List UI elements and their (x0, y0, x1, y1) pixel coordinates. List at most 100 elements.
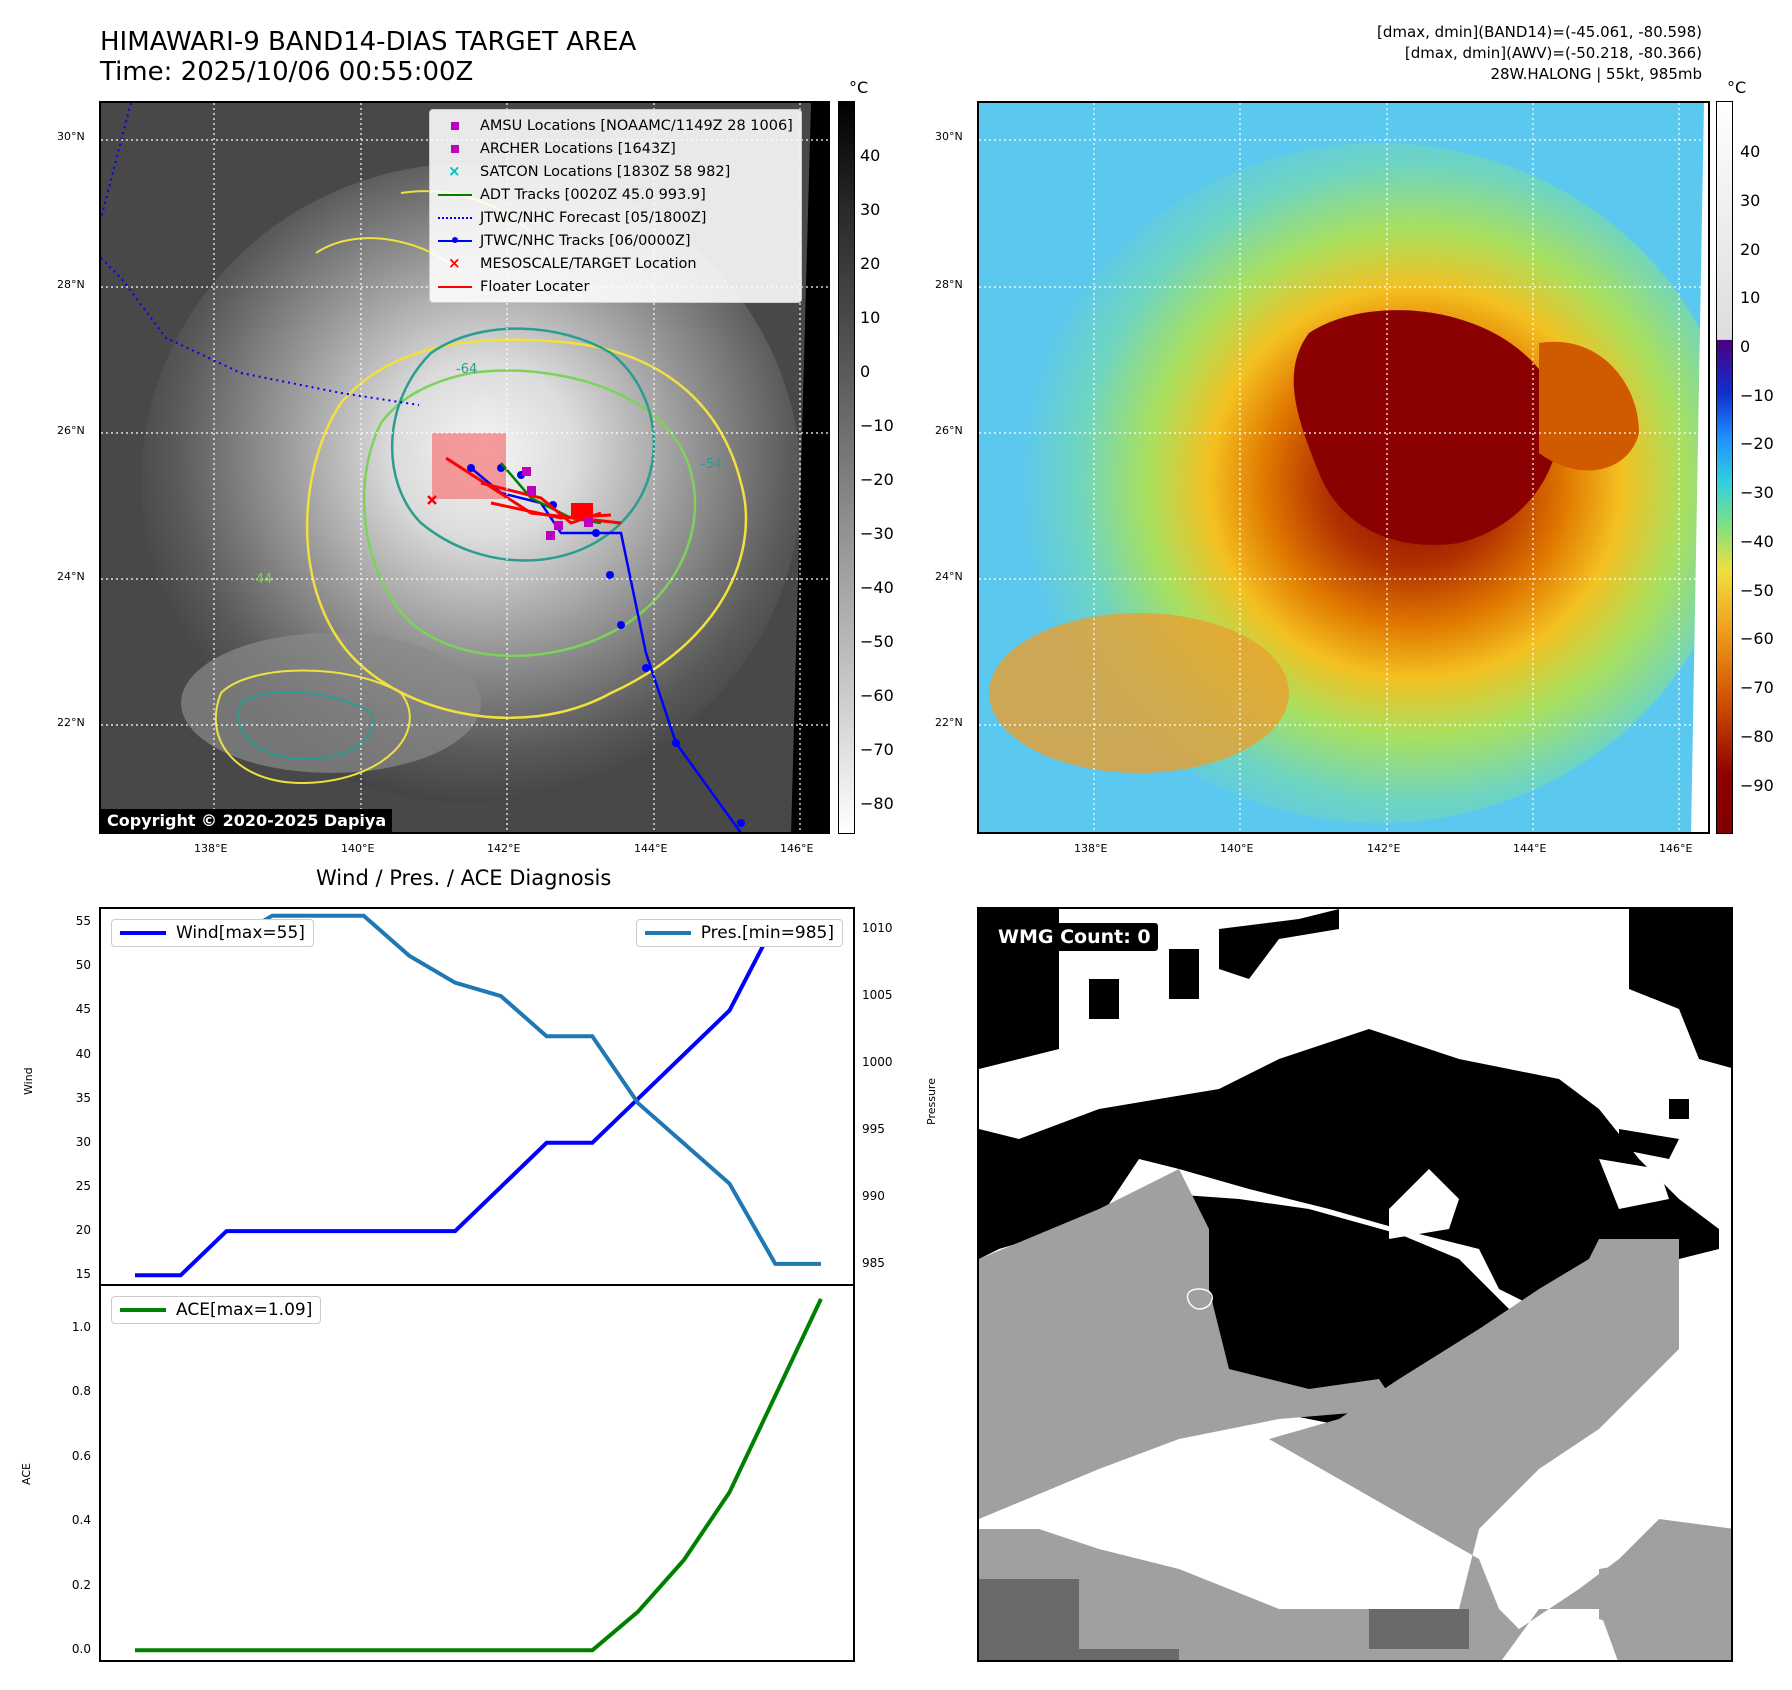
colorbar-tick-label: −30 (860, 524, 894, 543)
legend-symbol (438, 119, 472, 133)
axis-tick-label: 30 (75, 1134, 91, 1149)
colorbar-tick-label: −30 (1740, 483, 1774, 502)
colorbar-right-unit: °C (1727, 78, 1747, 97)
legend-item: Floater Locater (438, 275, 793, 298)
legend-item: × SATCON Locations [1830Z 58 982] (438, 160, 793, 183)
axis-tick-label: 1005 (862, 988, 893, 1003)
wind-pres-svg (135, 913, 821, 1278)
wind-legend: Wind[max=55] (111, 919, 314, 947)
colorbar-tick-label: −10 (1740, 386, 1774, 405)
jtwc-track (470, 467, 742, 832)
colorbar-tick-label: −80 (1740, 727, 1774, 746)
wmg-black-region (979, 1029, 1719, 1329)
lon-tick-label: 138°E (1074, 842, 1108, 855)
axis-tick-label: 990 (862, 1188, 885, 1203)
wmg-center-outline (1186, 1288, 1213, 1310)
colorbar-tick-label: 20 (860, 254, 881, 273)
lon-tick-label: 146°E (780, 842, 814, 855)
lon-tick-label: 138°E (194, 842, 228, 855)
diagnosis-title: Wind / Pres. / ACE Diagnosis (316, 866, 612, 890)
axis-tick-label: 1.0 (71, 1319, 91, 1334)
colorbar-tick-label: 40 (1740, 142, 1761, 161)
colorbar-right (1716, 101, 1733, 834)
lat-tick-label: 30°N (57, 130, 85, 143)
lat-tick-label: 22°N (935, 716, 963, 729)
axis-tick-label: 50 (75, 958, 91, 973)
colorbar-tick-label: −50 (860, 632, 894, 651)
colorbar-tick-label: 20 (1740, 240, 1761, 259)
wind-line (135, 920, 821, 1278)
copyright-badge: Copyright © 2020-2025 Dapiya (101, 809, 393, 832)
ace-axis-label: ACE (20, 1463, 33, 1485)
wind-pres-panel: Wind[max=55] Pres.[min=985] (99, 907, 855, 1286)
legend-symbol (438, 142, 472, 156)
ace-panel: ACE[max=1.09] (99, 1284, 855, 1662)
colorbar-tick-label: −20 (860, 470, 894, 489)
lon-tick-label: 144°E (1513, 842, 1547, 855)
ace-legend-label: ACE[max=1.09] (176, 1300, 313, 1320)
axis-tick-label: 15 (75, 1267, 91, 1282)
legend-item: JTWC/NHC Tracks [06/0000Z] (438, 229, 793, 252)
chart-time: Time: 2025/10/06 00:55:00Z (100, 57, 474, 87)
axis-tick-label: 0.4 (71, 1513, 91, 1528)
contour-44 (305, 338, 748, 720)
axis-tick-label: 0.8 (71, 1384, 91, 1399)
lon-tick-label: 142°E (1367, 842, 1401, 855)
wind-axis-label: Wind (22, 1067, 35, 1095)
colorbar-tick-label: 10 (1740, 288, 1761, 307)
axis-tick-label: 55 (75, 914, 91, 929)
ace-legend: ACE[max=1.09] (111, 1296, 322, 1324)
colorbar-tick-label: 0 (1740, 337, 1751, 356)
colorbar-tick-label: −60 (860, 686, 894, 705)
axis-tick-label: 40 (75, 1046, 91, 1061)
legend-symbol (438, 234, 472, 248)
axis-tick-label: 20 (75, 1223, 91, 1238)
lat-tick-label: 28°N (57, 278, 85, 291)
axis-tick-label: 0.6 (71, 1448, 91, 1463)
legend-label: ARCHER Locations [1643Z] (480, 140, 676, 157)
jtwc-forecast-track (101, 257, 420, 406)
legend-symbol: × (448, 253, 461, 272)
wmg-svg (979, 909, 1731, 1660)
colorbar-tick-label: 30 (860, 200, 881, 219)
legend-label: Floater Locater (480, 278, 590, 295)
legend-item: ARCHER Locations [1643Z] (438, 137, 793, 160)
legend-symbol (438, 211, 472, 225)
deep-convection (1293, 310, 1559, 545)
colorbar-tick-label: −60 (1740, 629, 1774, 648)
band14-range: [dmax, dmin](BAND14)=(-45.061, -80.598) (1377, 23, 1702, 41)
colorbar-tick-label: −50 (1740, 581, 1774, 600)
pres-legend: Pres.[min=985] (635, 919, 843, 947)
axis-tick-label: 1010 (862, 921, 893, 936)
awv-map-svg (979, 103, 1708, 832)
colorbar-tick-label: −80 (860, 794, 894, 813)
legend-label: ADT Tracks [0020Z 45.0 993.9] (480, 186, 706, 203)
legend-item: ADT Tracks [0020Z 45.0 993.9] (438, 183, 793, 206)
lat-tick-label: 26°N (57, 424, 85, 437)
lon-tick-label: 142°E (487, 842, 521, 855)
lon-tick-label: 140°E (341, 842, 375, 855)
colorbar-tick-label: −70 (860, 740, 894, 759)
wmg-gray-region (979, 1169, 1399, 1519)
legend-symbol (438, 188, 472, 202)
legend-label: SATCON Locations [1830Z 58 982] (480, 163, 731, 180)
legend-item: JTWC/NHC Forecast [05/1800Z] (438, 206, 793, 229)
ace-svg (135, 1298, 823, 1653)
pres-legend-label: Pres.[min=985] (700, 923, 834, 943)
legend-label: JTWC/NHC Tracks [06/0000Z] (480, 232, 691, 249)
axis-tick-label: 995 (862, 1121, 885, 1136)
awv-range: [dmax, dmin](AWV)=(-50.218, -80.366) (1404, 44, 1702, 62)
ir-map-panel: -64 -54 -44 -31 AMSU Locations [NOAAMC/1… (99, 101, 830, 834)
axis-tick-label: 45 (75, 1002, 91, 1017)
lat-tick-label: 28°N (935, 278, 963, 291)
colorbar-left-unit: °C (849, 78, 869, 97)
axis-tick-label: 985 (862, 1255, 885, 1270)
wmg-count-badge: WMG Count: 0 (991, 923, 1158, 951)
lat-tick-label: 22°N (57, 716, 85, 729)
colorbar-tick-label: 10 (860, 308, 881, 327)
lat-tick-label: 24°N (935, 570, 963, 583)
contour-label: -64 (456, 362, 477, 377)
colorbar-tick-label: −40 (860, 578, 894, 597)
amsu-markers (522, 467, 593, 540)
axis-tick-label: 25 (75, 1178, 91, 1193)
